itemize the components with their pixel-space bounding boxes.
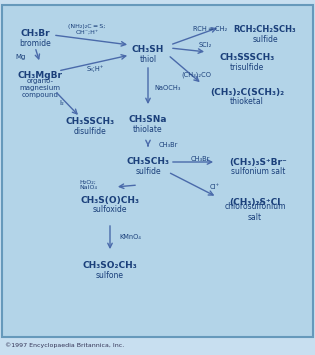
Text: CH₃SSSCH₃: CH₃SSSCH₃ <box>219 53 275 61</box>
Text: (CH₃)₂C(SCH₃)₂: (CH₃)₂C(SCH₃)₂ <box>210 87 284 97</box>
Text: trisulfide: trisulfide <box>230 62 264 71</box>
Text: NaOCH₃: NaOCH₃ <box>155 85 181 91</box>
Text: CH₃Br: CH₃Br <box>190 156 210 162</box>
Text: sulfone: sulfone <box>96 271 124 279</box>
Text: (CH₃)₂S⁺Cl: (CH₃)₂S⁺Cl <box>229 197 281 207</box>
Text: chlorosulfonium
salt: chlorosulfonium salt <box>224 202 286 222</box>
Text: I₂: I₂ <box>60 100 65 106</box>
Text: CH₃Br: CH₃Br <box>158 142 178 148</box>
Text: CH₃SH: CH₃SH <box>132 45 164 55</box>
Text: (NH₂)₂C ═ S;
OH⁻;H⁺: (NH₂)₂C ═ S; OH⁻;H⁺ <box>68 23 106 34</box>
Text: H₂O₂;
NaIO₄: H₂O₂; NaIO₄ <box>79 180 97 190</box>
Text: CH₃SNa: CH₃SNa <box>129 115 167 125</box>
Text: sulfonium salt: sulfonium salt <box>231 168 285 176</box>
Text: (CH₃)₃S⁺Br⁻: (CH₃)₃S⁺Br⁻ <box>229 158 287 166</box>
Text: sulfide: sulfide <box>135 168 161 176</box>
Text: thiolate: thiolate <box>133 126 163 135</box>
Text: sulfide: sulfide <box>252 34 278 44</box>
Text: CH₃Br: CH₃Br <box>20 28 50 38</box>
Text: thiol: thiol <box>140 55 157 65</box>
Text: RCH ═ CH₂: RCH ═ CH₂ <box>193 26 227 32</box>
Text: ©1997 Encyclopaedia Britannica, Inc.: ©1997 Encyclopaedia Britannica, Inc. <box>5 342 124 348</box>
Text: Cl⁺: Cl⁺ <box>210 184 220 190</box>
Text: disulfide: disulfide <box>74 127 106 137</box>
Text: KMnO₄: KMnO₄ <box>119 234 141 240</box>
Text: sulfoxide: sulfoxide <box>93 206 127 214</box>
Text: S₈;H⁺: S₈;H⁺ <box>86 66 104 72</box>
Text: Mg: Mg <box>16 54 26 60</box>
Text: CH₃SSCH₃: CH₃SSCH₃ <box>66 118 115 126</box>
Text: thioketal: thioketal <box>230 98 264 106</box>
Text: (CH₃)₂CO: (CH₃)₂CO <box>181 72 211 78</box>
Text: CH₃SCH₃: CH₃SCH₃ <box>127 158 169 166</box>
Text: bromide: bromide <box>19 38 51 48</box>
Text: CH₃S(O)CH₃: CH₃S(O)CH₃ <box>81 196 140 204</box>
Text: RCH₂CH₂SCH₃: RCH₂CH₂SCH₃ <box>234 24 296 33</box>
Text: CH₃SO₂CH₃: CH₃SO₂CH₃ <box>83 261 137 269</box>
Text: organo-
magnesium
compound: organo- magnesium compound <box>20 78 60 98</box>
Text: CH₃MgBr: CH₃MgBr <box>18 71 62 80</box>
Text: SCl₂: SCl₂ <box>198 42 212 48</box>
